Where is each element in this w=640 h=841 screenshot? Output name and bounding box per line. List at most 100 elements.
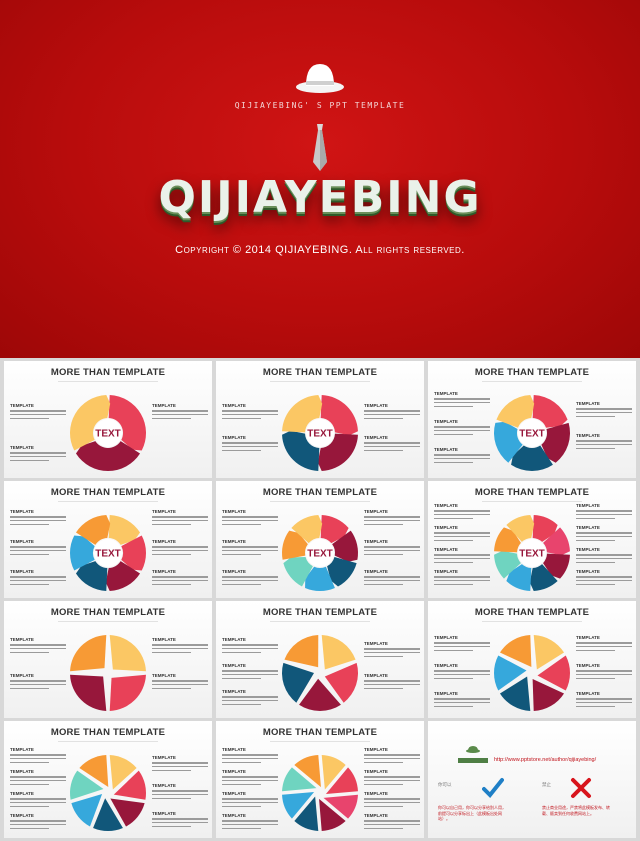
placeholder-line bbox=[434, 583, 474, 586]
template-label: TEMPLATE bbox=[152, 539, 176, 544]
ring-segment bbox=[533, 635, 565, 670]
slide-thumbnail[interactable]: MORE THAN TEMPLATE TEXT TEMPLATE TEMPLATE TE… bbox=[4, 361, 212, 478]
slide-title: MORE THAN TEMPLATE bbox=[474, 487, 590, 498]
placeholder-line bbox=[222, 827, 262, 830]
template-label: TEMPLATE bbox=[434, 391, 458, 396]
placeholder-line bbox=[222, 779, 278, 782]
template-text-block: TEMPLATE bbox=[10, 445, 66, 462]
placeholder-line bbox=[10, 757, 66, 760]
ring-chart bbox=[70, 635, 146, 711]
prohibited-label: 禁止 bbox=[542, 782, 551, 787]
ring-chart: TEXT bbox=[494, 515, 570, 591]
placeholder-line bbox=[364, 779, 420, 782]
placeholder-line bbox=[10, 459, 50, 462]
bowler-hat-icon bbox=[296, 64, 344, 93]
ring-segment bbox=[327, 556, 357, 587]
placeholder-line bbox=[364, 651, 420, 654]
slide-thumbnail[interactable]: MORE THAN TEMPLATE TEXT TEMPLATE TEMPLATE TE… bbox=[216, 481, 424, 598]
placeholder-line bbox=[10, 779, 66, 782]
slide-thumbnail[interactable]: MORE THAN TEMPLATE TEMPLATE TEMPLATE TEMPLA… bbox=[4, 721, 212, 838]
placeholder-line bbox=[10, 549, 66, 552]
placeholder-line bbox=[10, 783, 50, 786]
slide-thumbnail[interactable]: MORE THAN TEMPLATE TEXT TEMPLATE TEMPLATE TE… bbox=[428, 361, 636, 478]
ring-segment bbox=[75, 441, 141, 471]
ring-segment bbox=[532, 678, 565, 711]
placeholder-line bbox=[364, 583, 404, 586]
placeholder-line bbox=[10, 801, 66, 804]
placeholder-line bbox=[364, 761, 404, 764]
placeholder-line bbox=[364, 805, 404, 808]
placeholder-line bbox=[222, 761, 262, 764]
license-slide[interactable]: http://www.pptstore.net/author/qijiayebi… bbox=[428, 721, 636, 838]
template-label: TEMPLATE bbox=[364, 673, 388, 678]
center-text: TEXT bbox=[519, 549, 545, 560]
ring-segment bbox=[79, 755, 109, 788]
template-label: TEMPLATE bbox=[222, 569, 246, 574]
title-divider bbox=[270, 501, 370, 502]
template-label: TEMPLATE bbox=[434, 547, 458, 552]
template-text-block: TEMPLATE bbox=[152, 539, 208, 556]
placeholder-line bbox=[576, 701, 632, 704]
placeholder-line bbox=[576, 554, 632, 556]
slide-thumbnail[interactable]: MORE THAN TEMPLATE TEXT TEMPLATE TEMPLATE TE… bbox=[4, 481, 212, 598]
placeholder-line bbox=[364, 576, 420, 578]
placeholder-line bbox=[222, 410, 278, 412]
template-text-block: TEMPLATE bbox=[434, 447, 490, 464]
template-label: TEMPLATE bbox=[222, 403, 246, 408]
ring-segment bbox=[332, 530, 358, 562]
placeholder-line bbox=[364, 410, 420, 412]
slide-thumbnail[interactable]: MORE THAN TEMPLATE TEXT TEMPLATE TEMPLATE TE… bbox=[216, 361, 424, 478]
allowed-label: 你可以 bbox=[438, 782, 452, 787]
check-icon bbox=[482, 778, 504, 798]
template-label: TEMPLATE bbox=[10, 539, 34, 544]
template-text-block: TEMPLATE bbox=[434, 419, 490, 436]
template-text-block: TEMPLATE bbox=[364, 509, 420, 526]
placeholder-line bbox=[364, 579, 420, 582]
placeholder-line bbox=[364, 827, 404, 830]
template-text-block: TEMPLATE bbox=[576, 401, 632, 418]
placeholder-line bbox=[364, 687, 404, 690]
placeholder-line bbox=[434, 532, 490, 534]
template-label: TEMPLATE bbox=[222, 747, 246, 752]
placeholder-line bbox=[434, 426, 490, 428]
template-text-block: TEMPLATE bbox=[576, 547, 632, 564]
placeholder-line bbox=[434, 513, 490, 516]
template-text-block: TEMPLATE bbox=[222, 569, 278, 586]
placeholder-line bbox=[434, 405, 474, 408]
placeholder-line bbox=[434, 576, 490, 578]
ring-chart: TEXT bbox=[282, 395, 358, 471]
slide-thumbnail[interactable]: MORE THAN TEMPLATE TEMPLATE TEMPLATE TEMPLA… bbox=[216, 721, 424, 838]
placeholder-line bbox=[434, 670, 490, 672]
placeholder-line bbox=[10, 651, 50, 654]
placeholder-line bbox=[10, 553, 50, 556]
placeholder-line bbox=[222, 523, 262, 526]
slide-thumbnail[interactable]: MORE THAN TEMPLATE TEMPLATE TEMPLATE TEMPLA… bbox=[4, 601, 212, 718]
template-text-block: TEMPLATE bbox=[222, 435, 278, 452]
placeholder-line bbox=[434, 401, 490, 404]
placeholder-line bbox=[152, 680, 208, 682]
placeholder-line bbox=[434, 642, 490, 644]
placeholder-line bbox=[222, 576, 278, 578]
template-text-block: TEMPLATE bbox=[576, 525, 632, 542]
template-text-block: TEMPLATE bbox=[10, 673, 66, 690]
placeholder-line bbox=[152, 413, 208, 416]
ring-segment bbox=[494, 527, 521, 553]
placeholder-line bbox=[434, 677, 474, 680]
ring-segment bbox=[70, 535, 95, 571]
placeholder-line bbox=[152, 523, 192, 526]
placeholder-line bbox=[222, 798, 278, 800]
template-text-block: TEMPLATE bbox=[152, 783, 208, 800]
template-label: TEMPLATE bbox=[10, 509, 34, 514]
author-url-link[interactable]: http://www.pptstore.net/author/qijiayebi… bbox=[494, 757, 597, 763]
ring-chart: TEXT bbox=[70, 515, 146, 591]
placeholder-line bbox=[222, 757, 278, 760]
slide-thumbnail[interactable]: MORE THAN TEMPLATE TEXT TEMPLATE TEMPLATE TE… bbox=[428, 481, 636, 598]
placeholder-line bbox=[222, 673, 278, 676]
ring-segment bbox=[305, 566, 335, 591]
slide-thumbnail[interactable]: MORE THAN TEMPLATE TEMPLATE TEMPLATE TEMPLA… bbox=[428, 601, 636, 718]
ring-segment bbox=[323, 794, 358, 819]
ring-chart bbox=[282, 755, 358, 831]
slide-thumbnail[interactable]: MORE THAN TEMPLATE TEMPLATE TEMPLATE TEMPLA… bbox=[216, 601, 424, 718]
template-text-block: TEMPLATE bbox=[576, 663, 632, 680]
placeholder-line bbox=[576, 677, 616, 680]
